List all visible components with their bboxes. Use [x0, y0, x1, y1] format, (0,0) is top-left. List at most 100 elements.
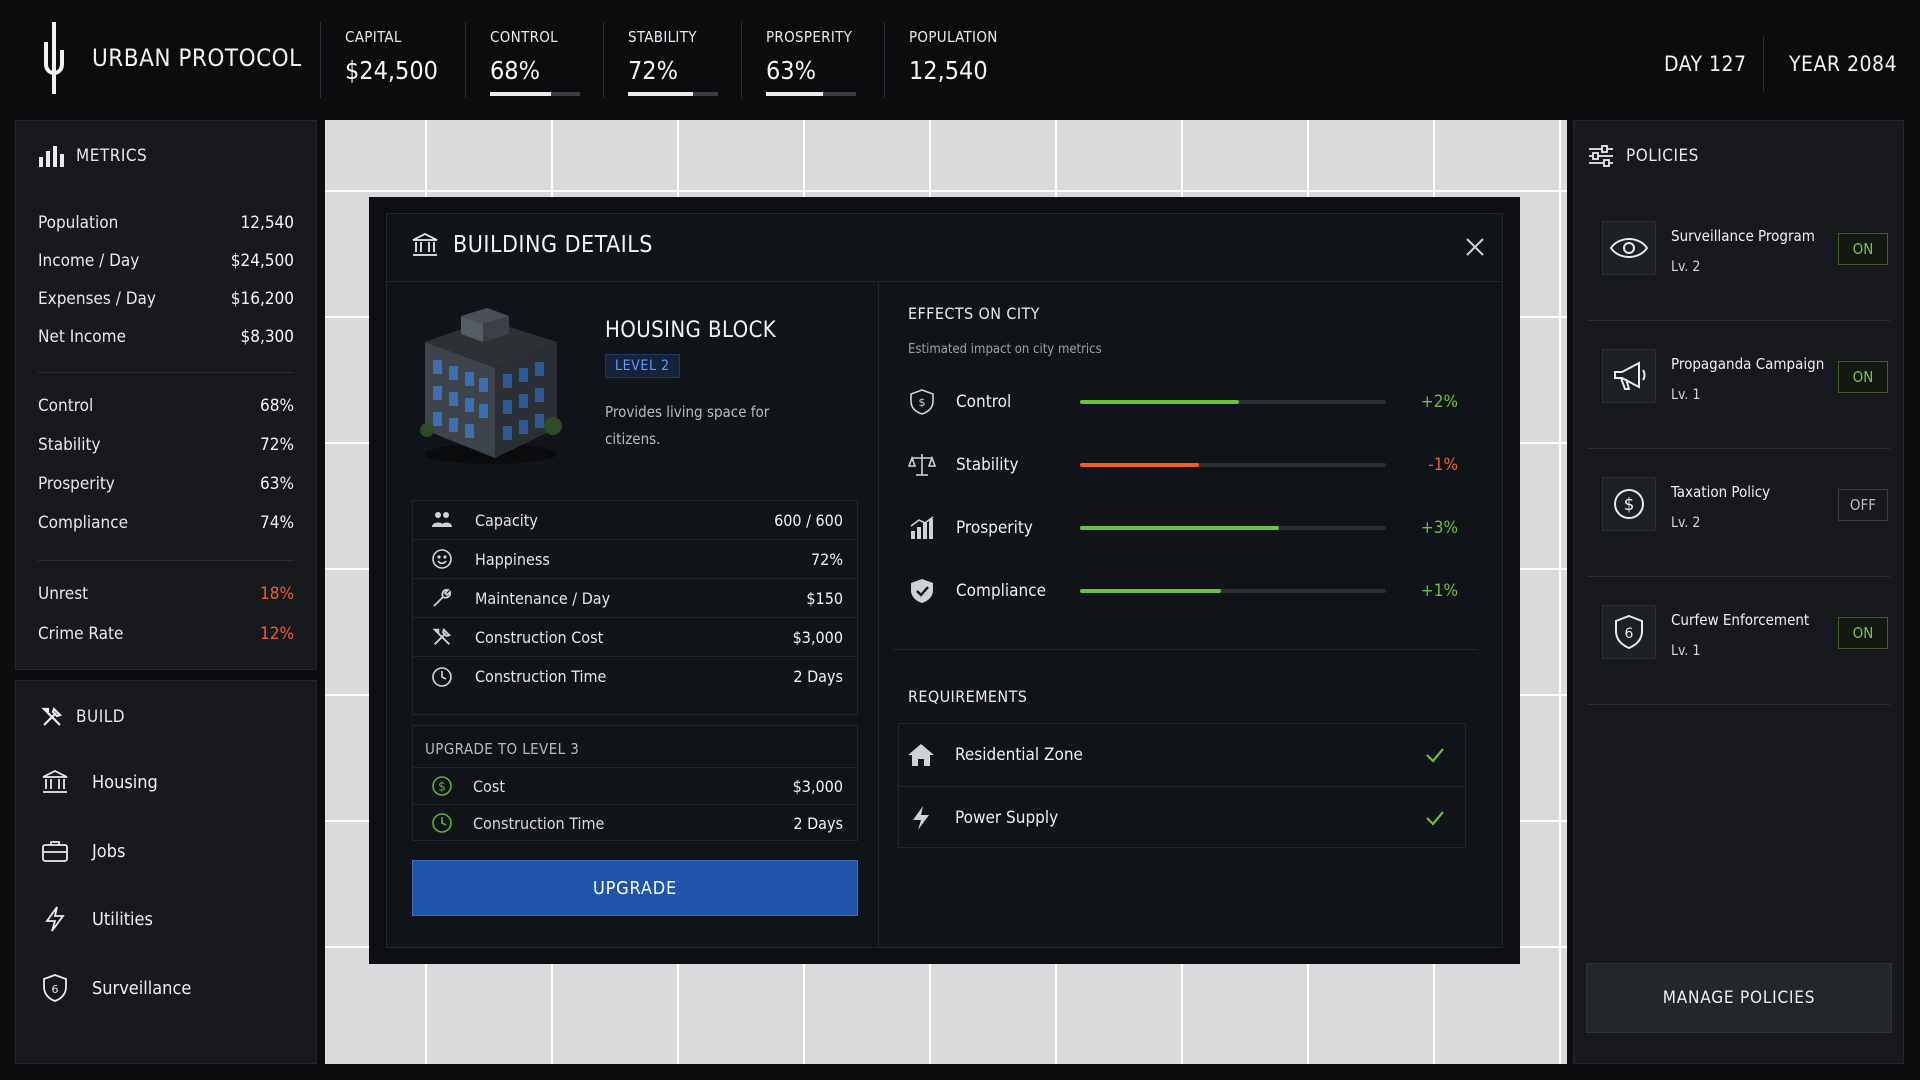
- metric-value: 68%: [260, 396, 294, 416]
- effect-bar-fill: [1080, 463, 1200, 467]
- build-item-surveillance[interactable]: 6 Surveillance: [40, 973, 191, 1003]
- metric-row: Unrest 18%: [38, 584, 294, 604]
- metric-row: Stability 72%: [38, 435, 294, 455]
- effect-bar: [1080, 463, 1386, 467]
- requirements-list: Residential Zone Power Supply: [898, 723, 1466, 848]
- growth-chart-icon: [908, 514, 936, 542]
- level-badge: LEVEL 2: [605, 354, 680, 378]
- upgrade-section: UPGRADE TO LEVEL 3 $ Cost $3,000 Constru…: [412, 725, 858, 841]
- stat-progress-bar: [766, 92, 856, 96]
- building-stats-table: Capacity 600 / 600 Happiness 72% Mainten…: [412, 500, 858, 715]
- policy-toggle[interactable]: ON: [1838, 233, 1888, 265]
- people-icon: [431, 509, 453, 531]
- stat-value: 63%: [766, 56, 816, 85]
- stat-row-construction-time: Construction Time 2 Days: [413, 657, 857, 696]
- effect-delta: +1%: [1420, 581, 1458, 601]
- coin-icon: $: [431, 775, 453, 797]
- stat-value: 600 / 600: [774, 510, 843, 530]
- bar-chart-icon: [39, 146, 64, 167]
- policy-name: Propaganda Campaign: [1671, 355, 1825, 373]
- build-item-jobs[interactable]: Jobs: [40, 836, 125, 866]
- stat-label: Construction Time: [475, 667, 607, 686]
- tools-icon: [41, 706, 63, 726]
- effect-row-compliance: Compliance +1%: [908, 571, 1458, 611]
- upgrade-row-time: Construction Time 2 Days: [413, 804, 857, 841]
- stat-prosperity: PROSPERITY 63%: [741, 22, 856, 98]
- day-counter: DAY 127: [1664, 52, 1747, 76]
- stat-progress-bar: [490, 92, 580, 96]
- effect-delta: -1%: [1428, 455, 1458, 475]
- effects-column: EFFECTS ON CITY Estimated impact on city…: [880, 282, 1502, 947]
- upgrade-button[interactable]: UPGRADE: [412, 860, 858, 916]
- policy-toggle[interactable]: ON: [1838, 361, 1888, 393]
- policy-name: Taxation Policy: [1671, 483, 1771, 501]
- checkmark-icon: [1426, 748, 1444, 763]
- stat-row-maintenance: Maintenance / Day $150: [413, 579, 857, 618]
- metric-label: Prosperity: [38, 474, 115, 494]
- metric-label: Expenses / Day: [38, 289, 156, 309]
- building-description: Provides living space for citizens.: [605, 403, 770, 448]
- metric-label: Stability: [38, 435, 101, 455]
- effect-bar-fill: [1080, 526, 1279, 530]
- metric-value: 12%: [260, 624, 294, 644]
- metric-label: Net Income: [38, 327, 126, 347]
- policy-level: Lv. 1: [1671, 643, 1701, 659]
- top-bar: URBAN PROTOCOL CAPITAL $24,500 CONTROL 6…: [0, 0, 1920, 120]
- build-item-utilities[interactable]: Utilities: [40, 904, 153, 934]
- build-item-housing[interactable]: Housing: [40, 767, 158, 797]
- stat-value: $24,500: [345, 56, 438, 85]
- close-icon: [1466, 238, 1484, 256]
- shield-icon: 6: [40, 973, 70, 1003]
- stat-label: CAPITAL: [345, 28, 402, 46]
- metric-value: $8,300: [240, 327, 295, 347]
- metrics-header: METRICS: [38, 145, 147, 167]
- bank-icon: [40, 767, 70, 797]
- metric-label: Population: [38, 213, 119, 233]
- effect-label: Compliance: [956, 581, 1047, 601]
- sliders-icon: [1589, 145, 1613, 167]
- effect-bar: [1080, 589, 1386, 593]
- modal-body: BUILDING DETAILS: [386, 213, 1503, 948]
- stat-control: CONTROL 68%: [465, 22, 580, 98]
- metrics-title: METRICS: [76, 146, 148, 166]
- stat-label: Capacity: [475, 510, 538, 530]
- upgrade-value: $3,000: [792, 776, 843, 796]
- upgrade-label: Cost: [473, 776, 505, 796]
- metrics-divider: [38, 560, 294, 561]
- requirement-label: Residential Zone: [955, 745, 1083, 765]
- metric-label: Crime Rate: [38, 624, 124, 644]
- wrench-icon: [431, 587, 453, 609]
- close-button[interactable]: [1460, 232, 1490, 262]
- effect-row-stability: Stability -1%: [908, 445, 1458, 485]
- scales-icon: [908, 451, 936, 479]
- dollar-circle-icon: $: [1602, 477, 1656, 531]
- building-details-modal: BUILDING DETAILS: [369, 197, 1520, 964]
- stat-label: CONTROL: [490, 28, 558, 46]
- effect-row-control: $ Control +2%: [908, 382, 1458, 422]
- metric-row: Income / Day $24,500: [38, 251, 294, 271]
- metric-value: 18%: [260, 584, 294, 604]
- policy-row-taxation: $ Taxation Policy Lv. 2 OFF: [1588, 449, 1890, 577]
- modal-title: BUILDING DETAILS: [453, 232, 653, 258]
- policy-toggle[interactable]: ON: [1838, 617, 1888, 649]
- effects-title: EFFECTS ON CITY: [908, 304, 1040, 323]
- stat-row-happiness: Happiness 72%: [413, 540, 857, 579]
- effect-delta: +3%: [1420, 518, 1458, 538]
- stat-capital: CAPITAL $24,500: [320, 22, 438, 98]
- stat-value: 72%: [811, 549, 843, 569]
- stat-label: STABILITY: [628, 28, 697, 46]
- build-title: BUILD: [76, 707, 125, 727]
- effect-label: Stability: [956, 455, 1019, 475]
- manage-policies-button[interactable]: MANAGE POLICIES: [1586, 963, 1892, 1033]
- metric-value: 12,540: [240, 213, 295, 233]
- clock-icon: [431, 812, 453, 834]
- lightning-icon: [907, 804, 935, 832]
- stat-label: Construction Cost: [475, 627, 604, 647]
- metric-value: $16,200: [230, 289, 294, 309]
- stat-label: PROSPERITY: [766, 28, 853, 46]
- policy-toggle[interactable]: OFF: [1838, 489, 1888, 521]
- modal-header-divider: [387, 281, 1502, 282]
- stat-label: Happiness: [475, 549, 550, 569]
- build-header: BUILD: [40, 705, 125, 729]
- requirements-title: REQUIREMENTS: [908, 687, 1028, 706]
